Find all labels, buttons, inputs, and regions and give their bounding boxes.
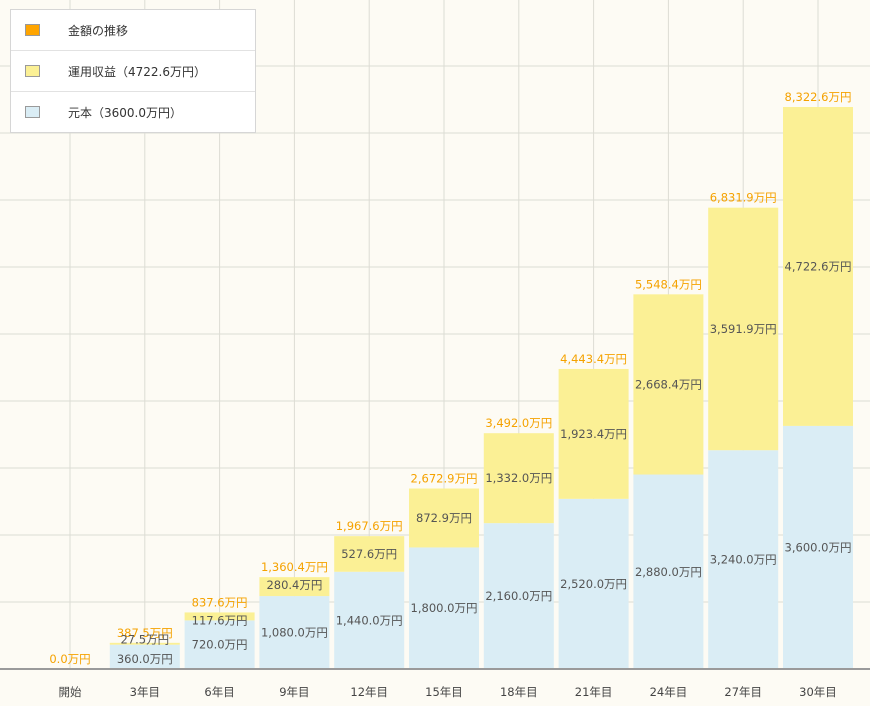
x-tick-label: 9年目 — [279, 685, 309, 699]
profit-value-label: 872.9万円 — [416, 511, 472, 525]
profit-value-label: 117.6万円 — [192, 613, 248, 627]
legend-item-principal[interactable]: 元本（3600.0万円） — [11, 92, 255, 132]
bar-principal — [259, 596, 330, 669]
profit-value-label: 27.5万円 — [120, 633, 169, 647]
profit-value-label: 1,332.0万円 — [485, 471, 552, 485]
bar-profit — [109, 642, 180, 645]
x-tick-label: 27年目 — [724, 685, 762, 699]
total-value-label: 1,360.4万円 — [261, 560, 328, 574]
legend-label: 元本（3600.0万円） — [68, 105, 182, 120]
profit-value-label: 527.6万円 — [341, 547, 397, 561]
bar-principal — [633, 474, 704, 669]
principal-value-label: 2,160.0万円 — [485, 589, 552, 603]
principal-value-label: 3,240.0万円 — [710, 553, 777, 567]
bar-principal — [334, 571, 405, 669]
principal-value-label: 720.0万円 — [192, 638, 248, 652]
bar-principal — [483, 523, 554, 669]
x-tick-label: 6年目 — [204, 685, 234, 699]
legend-swatch-profit — [25, 65, 40, 77]
profit-value-label: 280.4万円 — [266, 578, 322, 592]
total-value-label: 0.0万円 — [49, 652, 90, 666]
total-value-label: 5,548.4万円 — [635, 277, 702, 291]
bar-profit — [409, 488, 479, 548]
x-tick-label: 開始 — [59, 685, 82, 699]
total-value-label: 4,443.4万円 — [560, 352, 627, 366]
bar-profit — [334, 536, 405, 572]
profit-value-label: 3,591.9万円 — [710, 322, 777, 336]
total-value-label: 8,322.6万円 — [785, 90, 852, 104]
total-value-label: 2,672.9万円 — [411, 472, 478, 486]
principal-value-label: 3,600.0万円 — [785, 540, 852, 554]
x-tick-label: 24年目 — [650, 685, 688, 699]
legend-item-total[interactable]: 金額の推移 — [11, 10, 255, 51]
principal-value-label: 2,520.0万円 — [560, 577, 627, 591]
bar-principal — [558, 498, 629, 669]
legend-label: 運用収益（4722.6万円） — [68, 64, 206, 79]
bar-principal — [783, 425, 853, 669]
x-tick-label: 12年目 — [350, 685, 388, 699]
principal-value-label: 2,880.0万円 — [635, 565, 702, 579]
legend-swatch-principal — [25, 106, 40, 118]
total-value-label: 6,831.9万円 — [710, 191, 777, 205]
bar-profit — [483, 433, 554, 524]
legend-label: 金額の推移 — [68, 23, 129, 38]
total-value-label: 1,967.6万円 — [336, 519, 403, 533]
principal-value-label: 1,800.0万円 — [411, 601, 478, 615]
total-value-label: 387.5万円 — [117, 626, 173, 640]
bar-profit — [633, 294, 704, 475]
principal-value-label: 360.0万円 — [117, 652, 173, 666]
bar-profit — [783, 107, 853, 426]
principal-value-label: 1,080.0万円 — [261, 626, 328, 640]
bar-profit — [259, 577, 330, 597]
legend-item-profit[interactable]: 運用収益（4722.6万円） — [11, 51, 255, 92]
x-tick-label: 3年目 — [130, 685, 160, 699]
bar-principal — [184, 620, 255, 669]
total-value-label: 837.6万円 — [192, 595, 248, 609]
bar-profit — [184, 612, 255, 621]
x-tick-label: 15年目 — [425, 685, 463, 699]
bar-profit — [558, 368, 629, 499]
x-tick-label: 30年目 — [799, 685, 837, 699]
total-value-label: 3,492.0万円 — [485, 416, 552, 430]
profit-value-label: 4,722.6万円 — [785, 259, 852, 273]
bar-profit — [708, 207, 779, 451]
bar-principal — [409, 547, 479, 669]
bar-principal — [708, 450, 779, 669]
legend: 金額の推移 運用収益（4722.6万円） 元本（3600.0万円） — [10, 9, 256, 133]
profit-value-label: 1,923.4万円 — [560, 427, 627, 441]
principal-value-label: 1,440.0万円 — [336, 613, 403, 627]
x-tick-label: 21年目 — [575, 685, 613, 699]
bar-principal — [109, 644, 180, 669]
profit-value-label: 2,668.4万円 — [635, 377, 702, 391]
legend-swatch-total — [25, 24, 40, 36]
x-tick-label: 18年目 — [500, 685, 538, 699]
